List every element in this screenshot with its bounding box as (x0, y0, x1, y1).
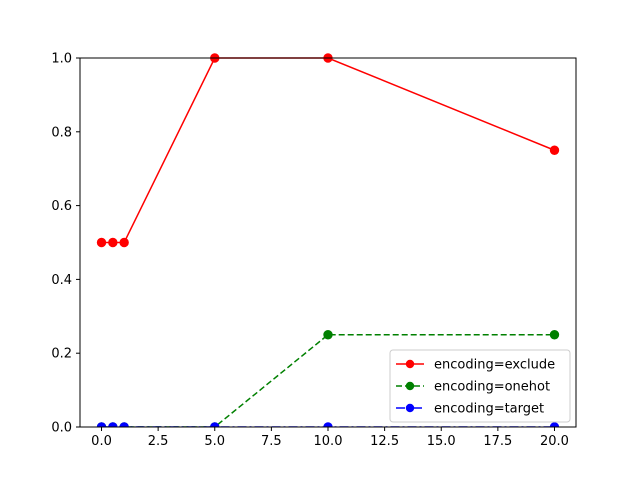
y-tick-label: 0.0 (51, 421, 72, 436)
x-axis: 0.0 2.5 5.0 7.5 10.0 12.5 15.0 17.5 20.0 (91, 427, 569, 449)
data-point-encoding-exclude (108, 237, 118, 248)
series-line-encoding-onehot (101, 334, 555, 427)
data-point-encoding-onehot (323, 330, 333, 340)
x-tick-label: 12.5 (370, 434, 399, 449)
data-point-encoding-exclude (119, 237, 129, 248)
y-tick-label: 1.0 (51, 52, 72, 67)
x-tick-label: 20.0 (540, 434, 569, 449)
legend-marker-encoding-onehot (405, 381, 415, 391)
y-tick-label: 0.6 (51, 199, 72, 214)
legend-box (389, 349, 571, 423)
y-tick-label: 0.4 (51, 273, 72, 288)
legend-marker-encoding-exclude (405, 359, 415, 369)
data-point-encoding-exclude (549, 145, 560, 155)
y-tick-label: 0.8 (51, 125, 72, 140)
y-tick-label: 0.2 (51, 347, 72, 362)
x-tick-label: 10.0 (314, 434, 343, 449)
legend-label-encoding-target: encoding=target (434, 402, 544, 417)
x-tick-label: 0.0 (91, 434, 112, 449)
x-tick-label: 7.5 (261, 434, 282, 449)
legend-marker-encoding-target (405, 403, 415, 413)
data-point-encoding-onehot (549, 330, 560, 340)
y-axis: 0.0 0.2 0.4 0.6 0.8 1.0 (51, 52, 80, 436)
plot-area (96, 53, 560, 427)
x-tick-label: 5.0 (204, 434, 225, 449)
legend: encoding=exclude encoding=onehot encoding=… (389, 349, 571, 423)
data-point-encoding-exclude (96, 237, 107, 248)
legend-label-encoding-onehot: encoding=onehot (434, 380, 550, 395)
x-tick-label: 17.5 (483, 434, 512, 449)
series-line-encoding-exclude (101, 57, 555, 244)
legend-label-encoding-exclude: encoding=exclude (434, 358, 555, 373)
x-tick-label: 15.0 (427, 434, 456, 449)
x-tick-label: 2.5 (148, 434, 169, 449)
